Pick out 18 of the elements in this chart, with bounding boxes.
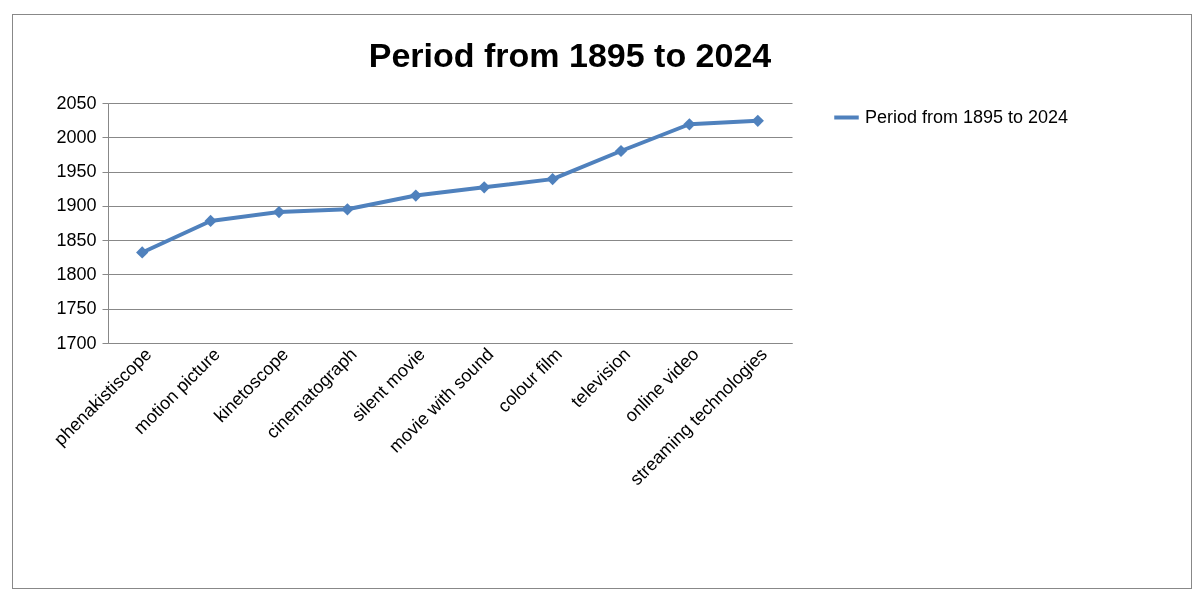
- y-tick-label: 2050: [56, 92, 97, 113]
- y-tick-label: 2000: [56, 126, 97, 147]
- point: [614, 144, 628, 158]
- point: [204, 214, 217, 228]
- point: [136, 246, 149, 259]
- point: [409, 189, 422, 202]
- chart-title: Period from 1895 to 2024: [368, 36, 772, 74]
- point: [272, 205, 286, 219]
- y-tick-label: 1800: [56, 263, 97, 284]
- y-tick-label: 1700: [56, 332, 97, 353]
- point: [478, 181, 491, 194]
- point: [341, 203, 354, 216]
- point: [546, 172, 559, 186]
- y-tick-label: 1950: [56, 161, 97, 182]
- y-tick-label: 1900: [56, 195, 97, 216]
- y-tick-label: 1850: [56, 229, 97, 250]
- legend-label: Period from 1895 to 2024: [865, 106, 1069, 127]
- y-tick-label: 1750: [56, 298, 97, 319]
